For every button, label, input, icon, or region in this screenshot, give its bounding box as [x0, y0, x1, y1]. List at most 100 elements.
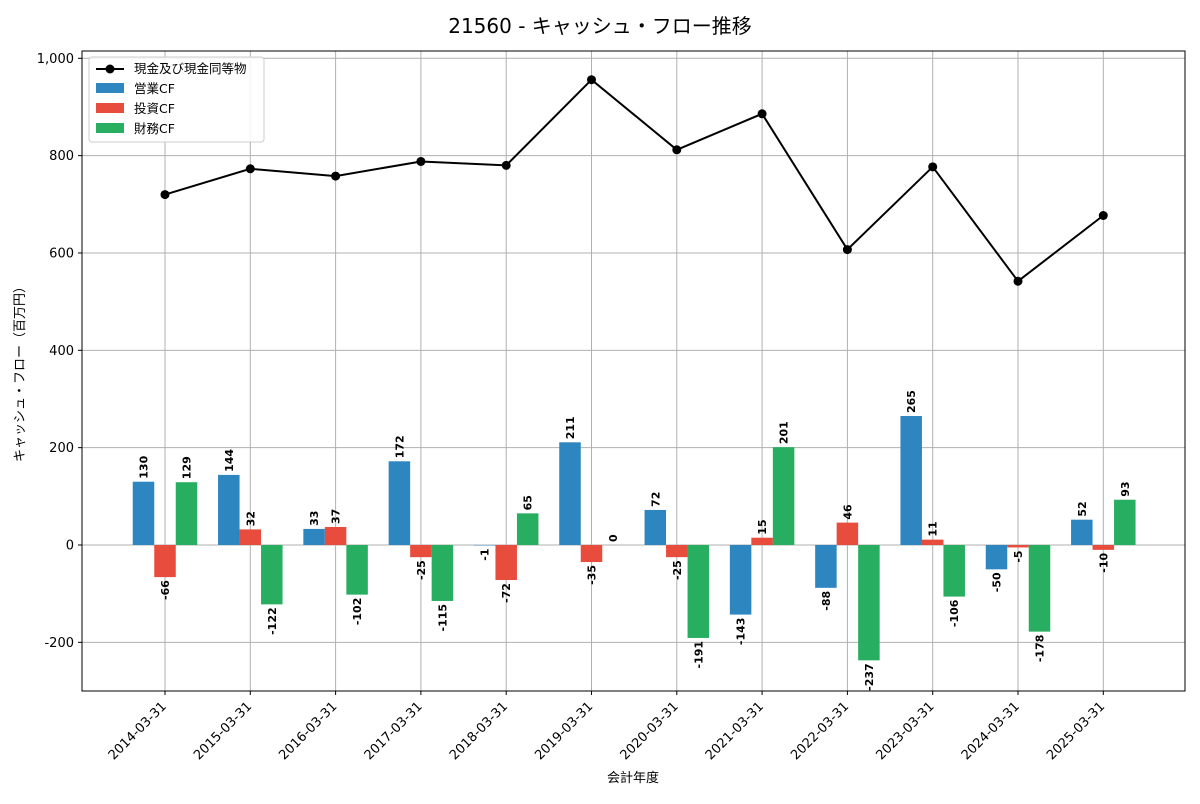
- cash-point: [1014, 277, 1023, 286]
- grid-layer: [82, 51, 1185, 691]
- bar: [1114, 500, 1136, 545]
- x-tick-label: 2020-03-31: [618, 699, 682, 763]
- bar-value-label: 129: [181, 456, 194, 479]
- bar-value-label: 11: [927, 521, 940, 536]
- bar-value-label: 201: [778, 421, 791, 444]
- bar: [943, 545, 965, 597]
- bar-value-label: -122: [266, 607, 279, 635]
- y-tick-label: 800: [49, 149, 74, 164]
- bar-value-label: -143: [735, 618, 748, 646]
- x-tick-label: 2015-03-31: [191, 699, 255, 763]
- bar-value-label: 211: [564, 416, 577, 439]
- bar-value-label: 65: [522, 495, 535, 510]
- bar: [900, 416, 922, 545]
- bar: [154, 545, 176, 577]
- bar: [730, 545, 752, 615]
- bar: [389, 461, 411, 545]
- bar: [1093, 545, 1115, 550]
- legend-label-operating: 営業CF: [134, 81, 175, 96]
- bar-value-label: -5: [1012, 550, 1025, 562]
- x-tick-label: 2014-03-31: [106, 699, 170, 763]
- bar-value-label: 172: [393, 435, 406, 458]
- y-tick-label: 600: [49, 246, 74, 261]
- bar-value-label: -50: [991, 572, 1004, 592]
- bar-value-label: 0: [607, 534, 620, 542]
- cash-point: [502, 161, 511, 170]
- cash-point: [672, 145, 681, 154]
- line-layer: [161, 75, 1108, 285]
- bar-value-label: -102: [351, 598, 364, 626]
- cash-point: [928, 162, 937, 171]
- cash-line: [165, 80, 1103, 281]
- y-tick-label: 1,000: [37, 52, 74, 67]
- legend-label-investing: 投資CF: [134, 101, 175, 116]
- y-tick-label: 0: [66, 538, 74, 553]
- bar-value-label: 33: [308, 511, 321, 526]
- cash-point: [587, 75, 596, 84]
- bar: [346, 545, 368, 595]
- bar-value-label: -25: [671, 560, 684, 580]
- bar: [751, 538, 773, 545]
- bar: [922, 540, 944, 545]
- bar: [559, 442, 581, 545]
- bar-value-label: 265: [905, 390, 918, 413]
- bar-value-label: 15: [756, 519, 769, 534]
- y-tick-label: -200: [44, 636, 74, 651]
- bar: [1029, 545, 1051, 632]
- x-tick-label: 2019-03-31: [532, 699, 596, 763]
- bar-value-label: 72: [649, 492, 662, 507]
- bar: [432, 545, 454, 601]
- bar: [858, 545, 880, 660]
- bar-value-label: 130: [138, 455, 151, 478]
- y-tick-label: 200: [49, 441, 74, 456]
- bar-value-label: -1: [479, 548, 492, 560]
- axes-layer: -200 0 200 400 600 800 1,000 2014-03-31 2015-03-…: [37, 52, 1108, 763]
- bar-value-label: 144: [223, 449, 236, 472]
- bar: [261, 545, 283, 604]
- bar-value-label: 93: [1119, 481, 1132, 496]
- cash-point: [843, 245, 852, 254]
- bar: [581, 545, 603, 562]
- cash-point: [246, 164, 255, 173]
- bar: [495, 545, 517, 580]
- bar: [303, 529, 325, 545]
- bar-value-label: 37: [330, 509, 343, 524]
- bar: [645, 510, 667, 545]
- bar: [133, 482, 155, 545]
- legend-swatch-financing: [96, 123, 124, 133]
- bar: [773, 447, 795, 545]
- x-tick-label: 2016-03-31: [276, 699, 340, 763]
- x-tick-label: 2024-03-31: [959, 699, 1023, 763]
- x-tick-label: 2025-03-31: [1044, 699, 1108, 763]
- bar-value-label: -88: [820, 591, 833, 611]
- bar: [837, 523, 859, 545]
- bar: [410, 545, 432, 557]
- legend-label-cash: 現金及び現金同等物: [134, 61, 247, 76]
- x-tick-label: 2021-03-31: [703, 699, 767, 763]
- plot-frame: [82, 51, 1185, 691]
- y-axis-label: キャッシュ・フロー（百万円）: [13, 280, 28, 462]
- bar-value-label: -10: [1097, 553, 1110, 573]
- legend-swatch-investing: [96, 103, 124, 113]
- bar-value-label: -66: [159, 580, 172, 600]
- bar-value-label: -191: [692, 641, 705, 669]
- bar: [240, 529, 261, 545]
- x-axis-label: 会計年度: [607, 770, 659, 786]
- cash-point: [161, 190, 170, 199]
- bar-value-label: -178: [1034, 635, 1047, 663]
- bar-value-label: -35: [586, 565, 599, 585]
- bar: [176, 482, 198, 545]
- cash-point: [758, 109, 767, 118]
- bar-value-label: -115: [436, 604, 449, 632]
- x-tick-label: 2018-03-31: [447, 699, 511, 763]
- bar: [815, 545, 837, 588]
- y-tick-label: 400: [49, 344, 74, 359]
- chart-title: 21560 - キャッシュ・フロー推移: [448, 14, 752, 38]
- legend: 現金及び現金同等物 営業CF 投資CF 財務CF: [89, 57, 264, 142]
- legend-line-marker: [106, 65, 115, 74]
- bar-value-label: -237: [863, 663, 876, 691]
- bar-value-label: -72: [500, 583, 513, 603]
- legend-swatch-operating: [96, 83, 124, 93]
- bar-value-label: -25: [415, 560, 428, 580]
